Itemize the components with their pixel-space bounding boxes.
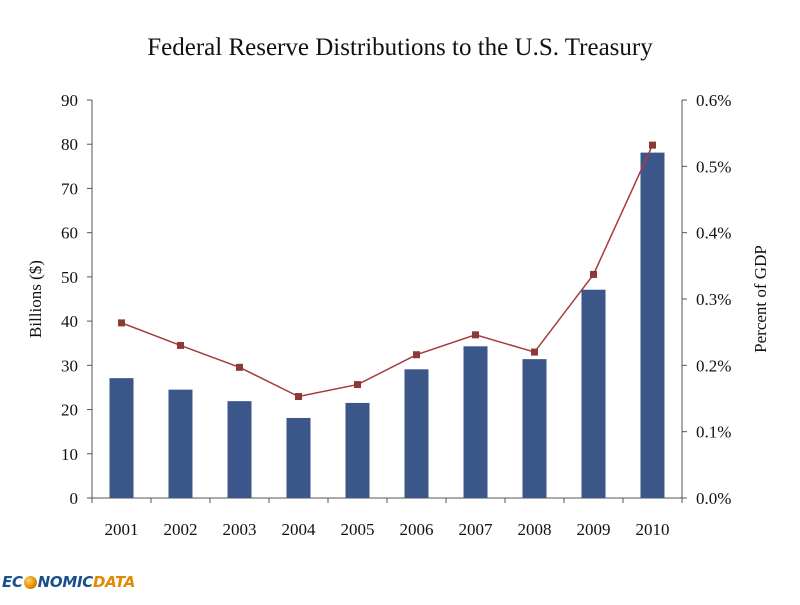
y-tick-label-right: 0.0% <box>696 489 731 508</box>
bar-series <box>109 152 665 498</box>
y-tick-label-left: 50 <box>61 268 78 287</box>
logo-text-nomic: NOMIC <box>37 573 94 591</box>
bar <box>345 402 370 498</box>
logo-text-ec: EC <box>2 573 23 591</box>
y-tick-label-left: 70 <box>61 179 78 198</box>
line-point <box>354 381 361 389</box>
bar <box>109 378 134 498</box>
y-tick-label-right: 0.2% <box>696 356 731 375</box>
y-tick-label-left: 90 <box>61 91 78 110</box>
bar <box>227 401 252 498</box>
economicdata-logo: EC NOMIC DATA <box>2 571 135 593</box>
globe-icon <box>23 575 37 589</box>
bar <box>404 369 429 498</box>
x-ticks: 2001 2002 2003 2004 2005 2006 2007 2008 2009 2010 <box>91 498 683 539</box>
bar <box>168 389 193 498</box>
x-tick-label: 2004 <box>282 520 317 539</box>
y-ticks-left: 0 10 20 30 40 50 60 70 80 90 <box>61 91 92 508</box>
line-point <box>531 348 538 356</box>
line-point <box>413 351 420 359</box>
line-series <box>118 141 656 401</box>
x-tick-label: 2003 <box>223 520 257 539</box>
line-point <box>236 363 243 371</box>
y-axis-label-right: Percent of GDP <box>751 245 770 353</box>
line-point <box>118 319 125 327</box>
y-tick-label-right: 0.1% <box>696 423 731 442</box>
line-point <box>590 270 597 278</box>
y-tick-label-left: 60 <box>61 224 78 243</box>
y-tick-label-right: 0.5% <box>696 157 731 176</box>
x-tick-label: 2008 <box>518 520 552 539</box>
line-point <box>295 393 302 401</box>
bar <box>463 346 488 498</box>
series-line <box>121 144 654 398</box>
line-point <box>472 331 479 339</box>
bar <box>522 359 547 498</box>
logo-text-data: DATA <box>92 573 136 591</box>
chart-title: Federal Reserve Distributions to the U.S… <box>147 34 653 61</box>
bar <box>286 417 311 498</box>
x-tick-label: 2009 <box>577 520 611 539</box>
line-point <box>649 141 656 149</box>
x-tick-label: 2006 <box>400 520 434 539</box>
x-tick-label: 2010 <box>636 520 670 539</box>
y-ticks-right: 0.0% 0.1% 0.2% 0.3% 0.4% 0.5% 0.6% <box>682 91 731 508</box>
y-tick-label-left: 20 <box>61 401 78 420</box>
bar <box>640 152 665 498</box>
x-tick-label: 2007 <box>459 520 494 539</box>
y-tick-label-left: 10 <box>61 445 78 464</box>
x-tick-label: 2002 <box>164 520 198 539</box>
x-tick-label: 2001 <box>105 520 139 539</box>
y-tick-label-left: 30 <box>61 356 78 375</box>
y-tick-label-left: 80 <box>61 135 78 154</box>
y-tick-label-right: 0.4% <box>696 224 731 243</box>
bar <box>581 289 606 498</box>
line-point <box>177 341 184 349</box>
x-tick-label: 2005 <box>341 520 375 539</box>
y-tick-label-left: 40 <box>61 312 78 331</box>
y-tick-label-right: 0.3% <box>696 290 731 309</box>
y-tick-label-left: 0 <box>70 489 79 508</box>
y-tick-label-right: 0.6% <box>696 91 731 110</box>
y-axis-label-left: Billions ($) <box>26 260 45 338</box>
